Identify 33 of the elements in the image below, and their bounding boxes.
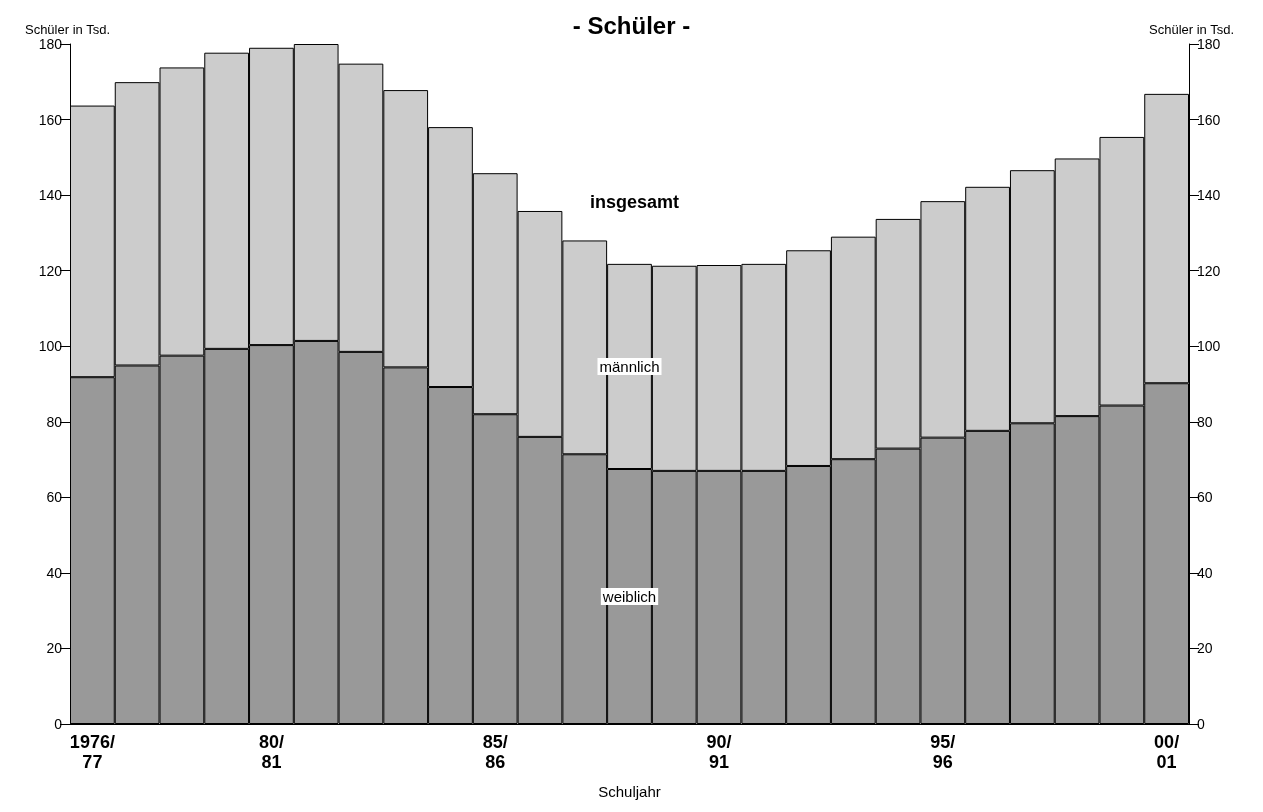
y2-tick-label: 120	[1197, 262, 1221, 279]
y2-tick-label: 100	[1197, 338, 1221, 355]
x-axis-title: Schuljahr	[598, 783, 661, 800]
y2-axis-title: Schüler in Tsd.	[1149, 22, 1235, 37]
y2-tick-label: 0	[1197, 716, 1205, 732]
series-label: männlich	[599, 357, 660, 375]
y2-tick-label: 160	[1197, 111, 1221, 128]
x-tick-label: 90/91	[706, 732, 732, 772]
y-tick-label: 40	[46, 564, 63, 581]
y-tick-label: 100	[38, 338, 63, 355]
y2-tick-label: 140	[1197, 187, 1221, 204]
y-tick-label: 60	[46, 489, 63, 506]
y-tick-label: 80	[46, 413, 63, 430]
y-tick-label: 180	[38, 36, 63, 52]
annotation: insgesamt	[589, 191, 680, 212]
x-tick-label: 1976/77	[69, 732, 115, 772]
y-tick-label: 120	[38, 262, 63, 279]
chart-title: - Schüler -	[572, 11, 691, 39]
y2-tick-label: 180	[1197, 36, 1221, 52]
y-tick-label: 160	[38, 111, 63, 128]
y-axis-title: Schüler in Tsd.	[24, 22, 110, 37]
x-tick-label: 80/81	[258, 732, 284, 772]
y2-tick-label: 20	[1197, 640, 1213, 657]
x-tick-label: 00/01	[1154, 732, 1180, 772]
y-tick-label: 20	[46, 640, 63, 657]
y-tick-label: 0	[54, 716, 63, 732]
y-tick-label: 140	[38, 187, 63, 204]
y2-tick-label: 40	[1197, 564, 1213, 581]
y2-tick-label: 80	[1197, 413, 1213, 430]
x-tick-label: 95/96	[930, 732, 956, 772]
y2-tick-label: 60	[1197, 489, 1213, 506]
series-label: weiblich	[601, 588, 657, 605]
x-tick-label: 85/86	[482, 732, 508, 772]
